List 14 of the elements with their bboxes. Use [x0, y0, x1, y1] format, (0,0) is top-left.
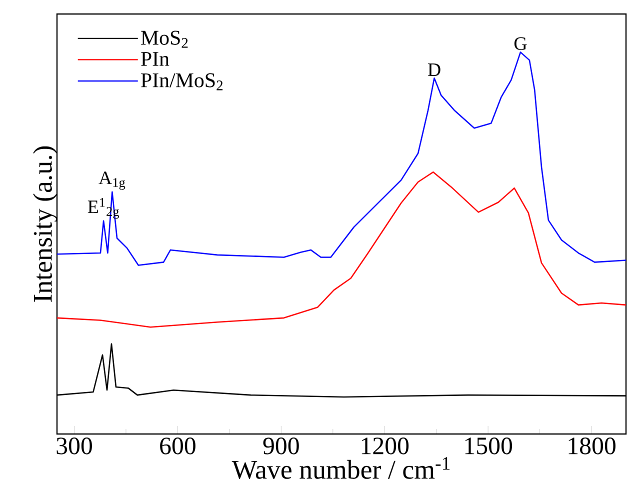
- x-tick-label: 1200: [362, 438, 409, 454]
- annotation: D: [428, 64, 440, 76]
- x-tick-label: 300: [56, 438, 92, 454]
- x-tick-label: 900: [263, 438, 299, 454]
- annotation: G: [514, 37, 527, 50]
- x-tick-label: 1800: [568, 438, 616, 454]
- x-tick-label: 600: [160, 438, 196, 454]
- legend-label: MoS$_{2}$: [141, 30, 188, 48]
- legend-label: PIn/MoS$_{2}$: [141, 73, 223, 90]
- legend-label: PIn: [141, 52, 170, 66]
- y-axis-title: Intensity (a.u.): [33, 146, 58, 302]
- annotation: A$_{1g}$: [98, 172, 126, 190]
- x-tick-label: 1500: [465, 438, 512, 454]
- x-axis-title: Wave number / cm$^{-1}$: [232, 457, 450, 479]
